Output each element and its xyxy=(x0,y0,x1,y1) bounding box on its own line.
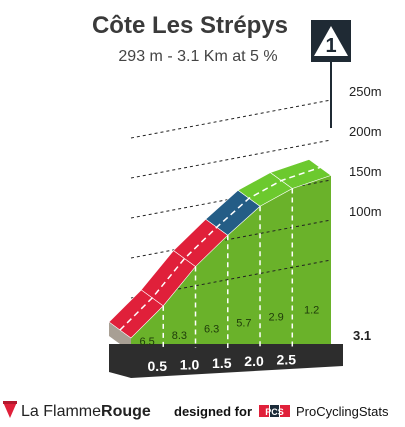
pcs-logo: PCS xyxy=(259,405,290,417)
brand-prefix: La Flamme xyxy=(21,403,101,420)
category-label: 1 xyxy=(325,35,336,57)
profile-base-bar xyxy=(109,344,343,378)
elevation-grid-line xyxy=(130,259,332,299)
flag-icon xyxy=(3,402,17,418)
elevation-tick-label: 100m xyxy=(349,204,382,219)
profile-base-layer xyxy=(109,175,343,378)
gradient-label: 1.2 xyxy=(304,305,319,317)
gradient-label: 6.5 xyxy=(139,336,154,348)
elevation-tick-label: 250m xyxy=(349,84,382,99)
elevation-grid-line xyxy=(130,139,332,179)
elevation-grid-line xyxy=(130,99,332,139)
profile-side-face xyxy=(131,175,331,352)
procyclingstats-name: ProCyclingStats xyxy=(296,404,389,419)
profile-top-layer xyxy=(108,159,332,339)
brand-suffix: Rouge xyxy=(101,403,151,420)
km-tick-label: 0.5 xyxy=(148,358,168,374)
km-tick-label: 2.0 xyxy=(244,353,264,369)
profile-label-layer: 100m 150m 200m 250m 6.5 8.3 6.3 5.7 2.9 1.2 0.5 1.0… xyxy=(139,84,381,374)
pcs-badge-s xyxy=(280,405,290,417)
laflammerouge-logo xyxy=(3,401,17,418)
triangle-icon xyxy=(314,26,348,56)
climb-subtitle: 293 m - 3.1 Km at 5 % xyxy=(118,48,277,65)
elevation-grid-line xyxy=(130,219,332,259)
elevation-tick-label: 200m xyxy=(349,124,382,139)
gradient-label: 6.3 xyxy=(204,324,219,336)
gradient-label: 8.3 xyxy=(172,330,187,342)
climb-title: Côte Les Strépys xyxy=(92,12,288,39)
designed-for-text: designed for xyxy=(174,404,252,419)
pcs-badge-c xyxy=(270,405,279,417)
brand-name: La FlammeRouge xyxy=(21,403,151,420)
gradient-label: 5.7 xyxy=(236,318,251,330)
profile-center-dash xyxy=(119,166,321,331)
gradient-label: 2.9 xyxy=(269,311,284,323)
elevation-tick-label: 150m xyxy=(349,164,382,179)
km-tick-label: 1.0 xyxy=(180,356,200,372)
pcs-badge-p xyxy=(259,405,269,417)
distance-end-label: 3.1 xyxy=(353,328,371,343)
km-tick-label: 1.5 xyxy=(212,355,232,371)
climb-category-marker: 1 xyxy=(311,20,351,128)
flag-top-bar xyxy=(3,401,17,404)
km-tick-label: 2.5 xyxy=(277,352,297,368)
pcs-badge-text: PCS xyxy=(265,407,284,417)
